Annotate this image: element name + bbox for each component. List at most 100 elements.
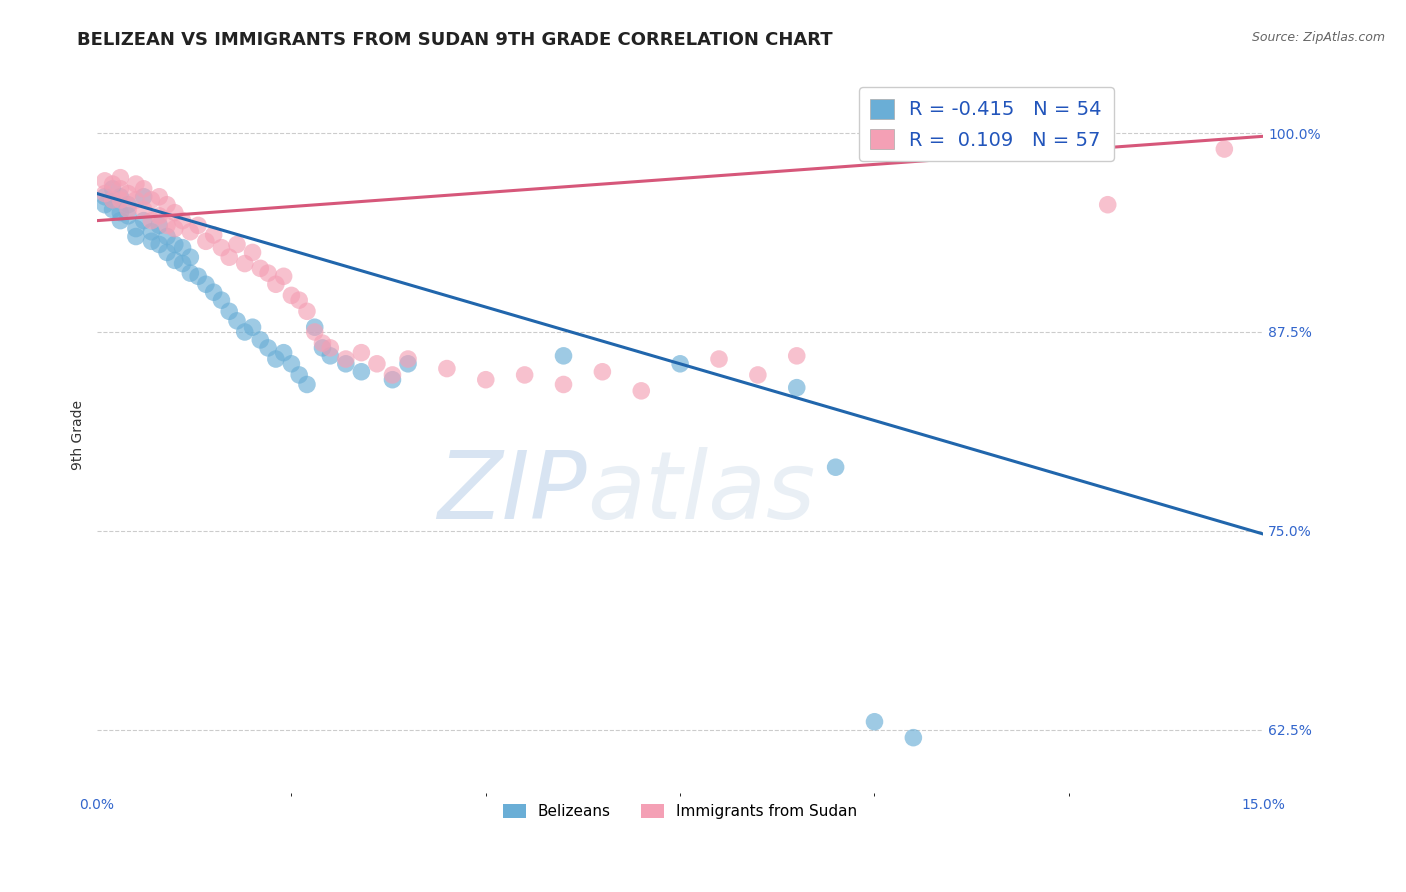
Point <box>187 219 209 233</box>
Point <box>132 190 155 204</box>
Point <box>110 190 132 204</box>
Point <box>242 245 264 260</box>
Point <box>110 193 132 207</box>
Point <box>280 288 302 302</box>
Point <box>117 186 139 201</box>
Point <box>707 351 730 366</box>
Point <box>125 193 148 207</box>
Point <box>148 219 170 233</box>
Point <box>148 209 170 223</box>
Point <box>249 333 271 347</box>
Point <box>863 714 886 729</box>
Point <box>350 365 373 379</box>
Point <box>319 349 342 363</box>
Point <box>903 731 925 745</box>
Point <box>117 202 139 217</box>
Point <box>304 325 326 339</box>
Point <box>273 345 295 359</box>
Point <box>513 368 536 382</box>
Point <box>350 345 373 359</box>
Point <box>669 357 692 371</box>
Y-axis label: 9th Grade: 9th Grade <box>72 401 86 470</box>
Point <box>156 197 179 211</box>
Point <box>163 253 186 268</box>
Point <box>786 381 808 395</box>
Point <box>1097 197 1119 211</box>
Point <box>264 277 287 292</box>
Point <box>786 349 808 363</box>
Point <box>381 368 404 382</box>
Point <box>226 237 249 252</box>
Point <box>194 235 217 249</box>
Point <box>125 177 148 191</box>
Point <box>257 266 280 280</box>
Point <box>101 177 124 191</box>
Point <box>295 377 318 392</box>
Point <box>179 266 201 280</box>
Point <box>436 361 458 376</box>
Text: BELIZEAN VS IMMIGRANTS FROM SUDAN 9TH GRADE CORRELATION CHART: BELIZEAN VS IMMIGRANTS FROM SUDAN 9TH GR… <box>77 31 832 49</box>
Point <box>218 250 240 264</box>
Point <box>209 293 232 308</box>
Point <box>110 213 132 227</box>
Point <box>172 213 194 227</box>
Text: Source: ZipAtlas.com: Source: ZipAtlas.com <box>1251 31 1385 45</box>
Point <box>233 256 256 270</box>
Point <box>295 304 318 318</box>
Point <box>125 229 148 244</box>
Point <box>94 197 117 211</box>
Point <box>553 349 575 363</box>
Point <box>630 384 652 398</box>
Point <box>474 373 496 387</box>
Point <box>148 237 170 252</box>
Point <box>132 213 155 227</box>
Point <box>110 205 132 219</box>
Point <box>163 237 186 252</box>
Point <box>179 225 201 239</box>
Point <box>396 357 419 371</box>
Point <box>202 285 225 300</box>
Point <box>141 225 163 239</box>
Point <box>226 314 249 328</box>
Point <box>311 341 333 355</box>
Point <box>264 351 287 366</box>
Point <box>396 351 419 366</box>
Point <box>319 341 342 355</box>
Point <box>242 320 264 334</box>
Point <box>156 229 179 244</box>
Point <box>110 182 132 196</box>
Point <box>132 202 155 217</box>
Point <box>163 205 186 219</box>
Point <box>163 221 186 235</box>
Point <box>156 245 179 260</box>
Point <box>257 341 280 355</box>
Legend: Belizeans, Immigrants from Sudan: Belizeans, Immigrants from Sudan <box>496 797 863 825</box>
Point <box>381 373 404 387</box>
Point <box>273 269 295 284</box>
Point <box>110 170 132 185</box>
Point <box>202 227 225 242</box>
Point <box>335 357 357 371</box>
Point <box>172 241 194 255</box>
Point <box>179 250 201 264</box>
Point <box>101 182 124 196</box>
Point <box>335 351 357 366</box>
Point <box>141 213 163 227</box>
Point <box>117 197 139 211</box>
Point <box>125 221 148 235</box>
Point <box>187 269 209 284</box>
Point <box>94 174 117 188</box>
Point <box>233 325 256 339</box>
Point <box>288 293 311 308</box>
Point <box>101 193 124 207</box>
Point <box>218 304 240 318</box>
Point <box>156 219 179 233</box>
Point <box>101 202 124 217</box>
Point <box>311 336 333 351</box>
Point <box>132 182 155 196</box>
Point <box>288 368 311 382</box>
Point <box>591 365 613 379</box>
Point <box>141 235 163 249</box>
Point <box>824 460 846 475</box>
Point <box>366 357 388 371</box>
